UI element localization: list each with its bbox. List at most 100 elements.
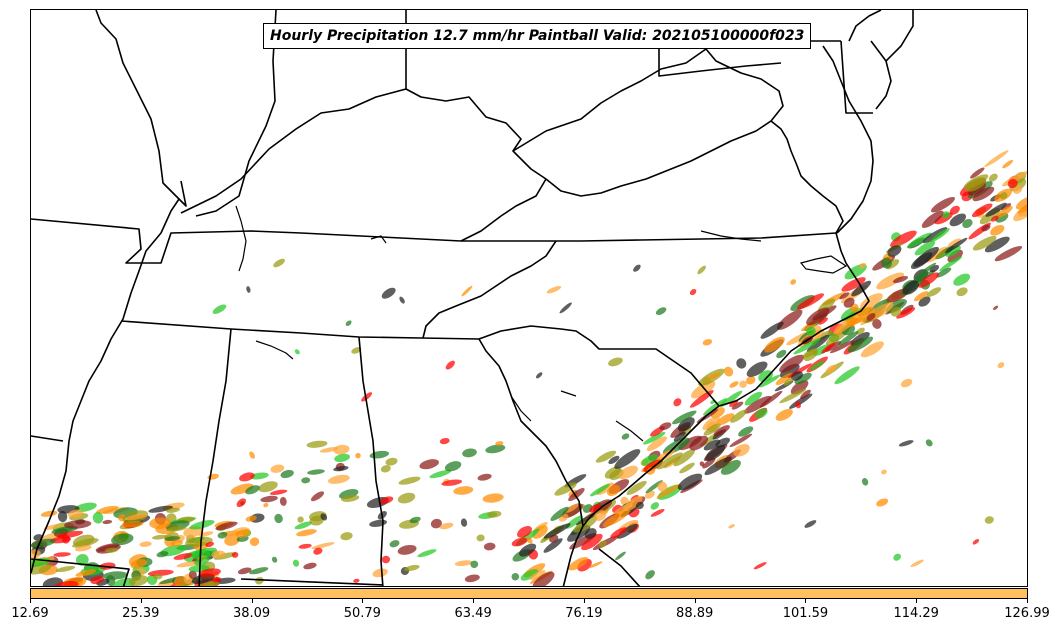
paintball-blob [615, 551, 626, 561]
paintball-blob [149, 517, 171, 529]
paintball-blob [650, 502, 659, 510]
paintball-blob [104, 547, 119, 553]
paintball-blob [910, 559, 924, 567]
paintball-blob [239, 472, 255, 482]
paintball-blob [790, 380, 809, 395]
paintball-blob [90, 576, 105, 585]
paintball-blob [249, 451, 255, 459]
paintball-blob [462, 448, 477, 458]
paintball-blob [246, 286, 251, 293]
paintball-blob [673, 449, 696, 467]
paintball-blob [245, 515, 257, 522]
paintball-blob [861, 478, 869, 486]
paintball-blob [464, 574, 480, 583]
paintball-blob [67, 509, 84, 518]
paintball-blob [859, 262, 867, 269]
paintball-blob [936, 267, 952, 278]
paintball-blob [271, 556, 278, 563]
paintball-blob [614, 449, 641, 469]
paintball-blob [653, 460, 663, 468]
paintball-blob [760, 321, 784, 339]
paintball-blob [379, 496, 394, 505]
ga-sc-border [478, 338, 584, 527]
paintball-blob [166, 526, 187, 532]
paintball-blob [893, 553, 902, 561]
paintball-blob [746, 361, 768, 377]
paintball-blob [606, 484, 621, 497]
lake-boundary [235, 205, 247, 272]
paintball-blob [594, 510, 607, 521]
paintball-blob [307, 469, 325, 475]
colorbar-tick [251, 599, 253, 603]
paintball-blob [333, 465, 349, 472]
paintball-blob [409, 516, 421, 524]
paintball-blob [918, 272, 939, 288]
paintball-blob [194, 556, 210, 566]
colorbar-tick-label: 114.29 [893, 606, 939, 621]
paintball-blob [532, 525, 548, 539]
paintball-blob [298, 543, 312, 549]
paintball-blob [738, 426, 754, 437]
paintball-blob [885, 299, 907, 314]
paintball-blob [707, 372, 721, 380]
paintball-blob [705, 444, 726, 462]
paintball-blob [633, 264, 641, 272]
paintball-blob [258, 481, 278, 493]
paintball-blob [334, 453, 350, 463]
paintball-blob [75, 569, 97, 577]
state-boundaries [31, 10, 914, 586]
paintball-blob [147, 569, 174, 577]
florida-panhandle-border [240, 578, 384, 586]
paintball-blob [198, 568, 221, 578]
map-canvas [31, 10, 1027, 587]
paintball-blob [608, 455, 620, 465]
paintball-blob [689, 435, 709, 451]
paintball-blob [736, 358, 747, 369]
kentucky-virginia-border [460, 178, 547, 242]
colorbar-tick [916, 599, 918, 603]
paintball-blob [720, 390, 743, 407]
paintball-blob [399, 296, 405, 304]
paintball-blob [673, 431, 686, 442]
paintball-blob [775, 408, 793, 421]
paintball-blob [72, 538, 99, 548]
paintball-blob [641, 454, 658, 466]
paintball-blob [492, 586, 518, 587]
paintball-blob [64, 520, 92, 529]
paintball-blob [925, 439, 933, 447]
paintball-blob [1017, 197, 1027, 214]
paintball-blob [380, 465, 391, 473]
paintball-blob [860, 341, 884, 358]
colorbar-tick [362, 599, 364, 603]
paintball-blob [92, 512, 104, 524]
colorbar-tick [1027, 599, 1028, 603]
paintball-blob [260, 495, 278, 503]
paintball-blob [152, 534, 168, 540]
paintball-blob [454, 560, 473, 567]
pa-md-border [658, 41, 782, 77]
paintball-blob [892, 276, 909, 283]
paintball-blob [790, 279, 797, 285]
paintball-blob [1001, 203, 1012, 211]
tennessee-south-border [120, 320, 480, 340]
paintball-blob [404, 564, 420, 572]
paintball-blob [794, 372, 812, 385]
paintball-blob [849, 306, 876, 325]
paintball-blob [723, 366, 734, 377]
paintball-blob [697, 265, 706, 275]
paintball-blob [731, 401, 744, 410]
paintball-blob [476, 534, 485, 542]
paintball-blob [520, 569, 539, 581]
paintball-blob [999, 192, 1008, 200]
paintball-blob [351, 347, 362, 354]
paintball-blob [441, 479, 463, 486]
paintball-blob [650, 509, 665, 517]
paintball-blob [704, 456, 732, 476]
map-frame: Hourly Precipitation 12.7 mm/hr Paintbal… [30, 9, 1028, 587]
paintball-blob [906, 232, 933, 249]
paintball-blob [703, 423, 721, 436]
paintball-blob [249, 567, 269, 575]
paintball-blob [581, 533, 603, 551]
paintball-blob [659, 422, 672, 431]
paintball-blob [320, 513, 328, 521]
